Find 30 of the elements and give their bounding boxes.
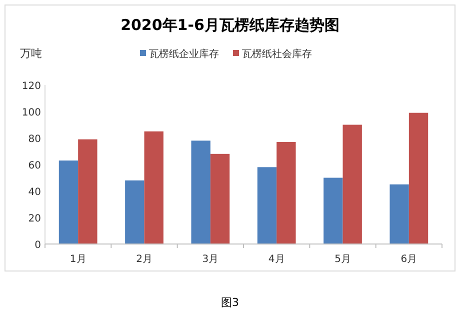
bar	[58, 160, 78, 244]
bar	[257, 167, 277, 244]
x-tick-label: 4月	[268, 254, 285, 265]
bar	[78, 139, 98, 244]
y-tick-label: 40	[28, 187, 41, 198]
legend-label: 瓦楞纸社会库存	[242, 48, 312, 60]
bar	[342, 124, 362, 244]
x-tick-label: 3月	[202, 254, 219, 265]
bar	[408, 112, 428, 244]
caption: 图3	[221, 296, 239, 309]
y-tick-label: 20	[28, 214, 41, 224]
bar	[324, 178, 343, 244]
y-tick-label: 80	[28, 134, 41, 145]
bar	[276, 142, 296, 244]
legend-label: 瓦楞纸企业库存	[149, 48, 219, 60]
x-tick-label: 2月	[136, 254, 152, 265]
y-tick-label: 120	[22, 81, 41, 92]
y-axis-title: 万吨	[20, 47, 42, 60]
y-tick-label: 100	[22, 108, 41, 118]
bar	[210, 154, 230, 244]
bar	[125, 180, 144, 244]
x-tick-label: 6月	[400, 254, 418, 265]
y-tick-label: 60	[28, 160, 41, 172]
bar	[390, 184, 409, 244]
x-tick-label: 1月	[70, 254, 86, 265]
chart-title: 2020年1-6月瓦楞纸库存趋势图	[120, 16, 340, 34]
bar	[191, 140, 210, 244]
x-tick-label: 5月	[334, 254, 351, 265]
y-tick-label: 0	[34, 240, 41, 251]
bar	[144, 131, 164, 244]
